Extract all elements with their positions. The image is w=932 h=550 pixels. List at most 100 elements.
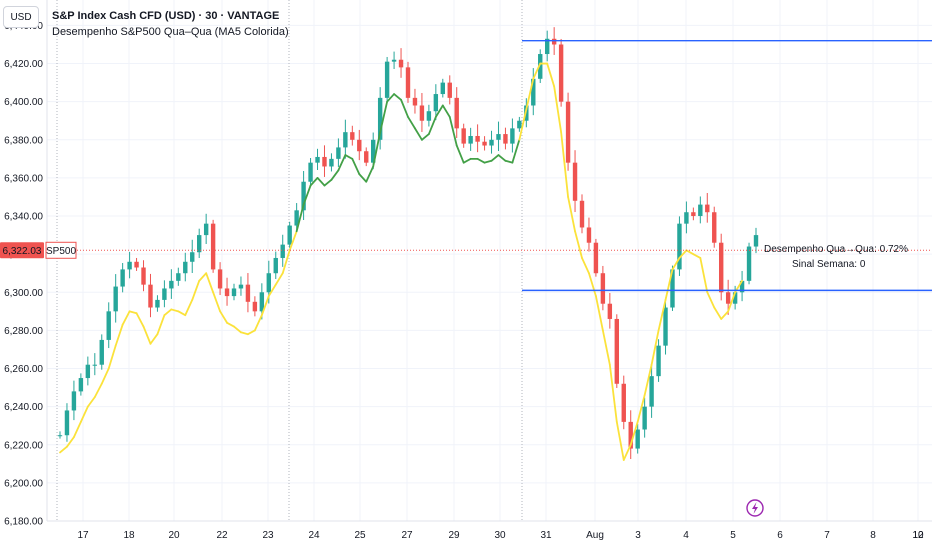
y-tick-label: 6,280.00 — [4, 326, 43, 337]
candle-body — [203, 223, 209, 236]
candle-body — [440, 82, 445, 95]
candle-body — [322, 156, 327, 167]
x-tick-label: 31 — [540, 530, 552, 541]
candle-body — [315, 156, 320, 163]
candle-body — [231, 288, 237, 297]
ma-segment — [574, 230, 583, 259]
x-tick-label: 4 — [683, 530, 689, 541]
candle-body — [217, 269, 223, 289]
ma-segment — [434, 104, 444, 118]
candle-body — [134, 261, 139, 268]
ma-segment — [337, 154, 347, 172]
candle-body — [85, 364, 91, 379]
candle-body — [384, 61, 390, 98]
y-tick-label: 6,380.00 — [4, 135, 43, 146]
ma-segment — [288, 230, 298, 252]
ma-segment — [86, 396, 96, 408]
x-tick-label: 8 — [870, 530, 876, 541]
currency-button[interactable]: USD — [3, 6, 39, 28]
candle-body — [273, 257, 278, 274]
ma-segment — [525, 77, 535, 111]
ma-segment — [79, 405, 89, 423]
candle-body — [565, 101, 571, 163]
ma-segment — [163, 308, 173, 317]
ma-segment — [344, 154, 354, 160]
ma-segment — [581, 257, 590, 275]
ma-segment — [128, 310, 138, 315]
candle-body — [238, 284, 244, 289]
ma-segment — [560, 131, 569, 198]
ma-segment — [66, 436, 75, 448]
candle-body — [461, 128, 466, 144]
candle-body — [357, 139, 362, 152]
x-tick-label: 12 — [912, 530, 924, 541]
candle-body — [663, 307, 668, 346]
candle-body — [162, 288, 167, 300]
candle-body — [635, 429, 640, 449]
ma-segment — [567, 196, 576, 233]
ma-segment — [281, 249, 291, 275]
candle-body — [120, 269, 125, 287]
ma-segment — [372, 131, 382, 168]
x-tick-label: 30 — [494, 530, 506, 541]
candle-body — [99, 339, 104, 365]
ma-segment — [657, 299, 667, 332]
ma-segment — [414, 127, 423, 141]
candle-body — [148, 284, 153, 308]
candle-body — [329, 158, 334, 167]
ma-segment — [323, 178, 333, 187]
ma-segment — [483, 159, 493, 164]
candle-body — [210, 223, 216, 270]
candle-body — [287, 225, 292, 245]
ma-segment — [615, 420, 625, 461]
price-tag — [0, 242, 44, 259]
y-tick-label: 6,220.00 — [4, 440, 43, 451]
ma-segment — [191, 279, 201, 301]
candle-body — [593, 242, 599, 274]
ma-segment — [247, 329, 256, 336]
x-tick-label: 7 — [824, 530, 830, 541]
candle-body — [336, 147, 341, 159]
candle-body — [106, 311, 111, 340]
ma-segment — [302, 184, 312, 206]
indicator-title: Desempenho S&P500 Qua–Qua (MA5 Colorida) — [52, 26, 289, 38]
ma-segment — [455, 144, 465, 164]
y-tick-label: 6,300.00 — [4, 288, 43, 299]
candle-body — [551, 38, 557, 45]
candle-body — [656, 345, 661, 377]
y-tick-label: 6,360.00 — [4, 173, 43, 184]
ma-segment — [532, 62, 542, 80]
y-tick-label: 6,400.00 — [4, 97, 43, 108]
candle-body — [600, 273, 606, 304]
chart-title: S&P Index Cash CFD (USD) · 30 · VANTAGE — [52, 10, 280, 22]
x-tick-label: 25 — [354, 530, 366, 541]
symbol-tag-label: SP500 — [46, 246, 76, 257]
candle-body — [412, 97, 418, 106]
x-tick-label: Aug — [586, 530, 604, 541]
candle-body — [496, 134, 501, 140]
ma-segment — [114, 323, 124, 347]
candle-body — [197, 235, 202, 253]
ma-segment — [699, 257, 709, 294]
candle-body — [169, 280, 174, 289]
ma-segment — [595, 295, 604, 332]
candle-body — [719, 242, 724, 293]
candle-body — [308, 162, 313, 182]
candle-body — [545, 38, 550, 55]
ma-segment — [267, 283, 277, 297]
candle-body — [628, 421, 633, 449]
x-tick-label: 22 — [216, 530, 228, 541]
y-tick-label: 6,340.00 — [4, 212, 43, 223]
candle-body — [447, 82, 452, 98]
candle-body — [649, 376, 654, 407]
ma-segment — [706, 291, 716, 309]
ma-segment — [462, 157, 472, 164]
ma-segment — [622, 443, 632, 461]
ma-segment — [692, 253, 702, 259]
ma-segment — [629, 420, 639, 446]
ma-segment — [678, 249, 688, 259]
ma-segment — [358, 173, 368, 183]
candle-body — [621, 383, 626, 422]
